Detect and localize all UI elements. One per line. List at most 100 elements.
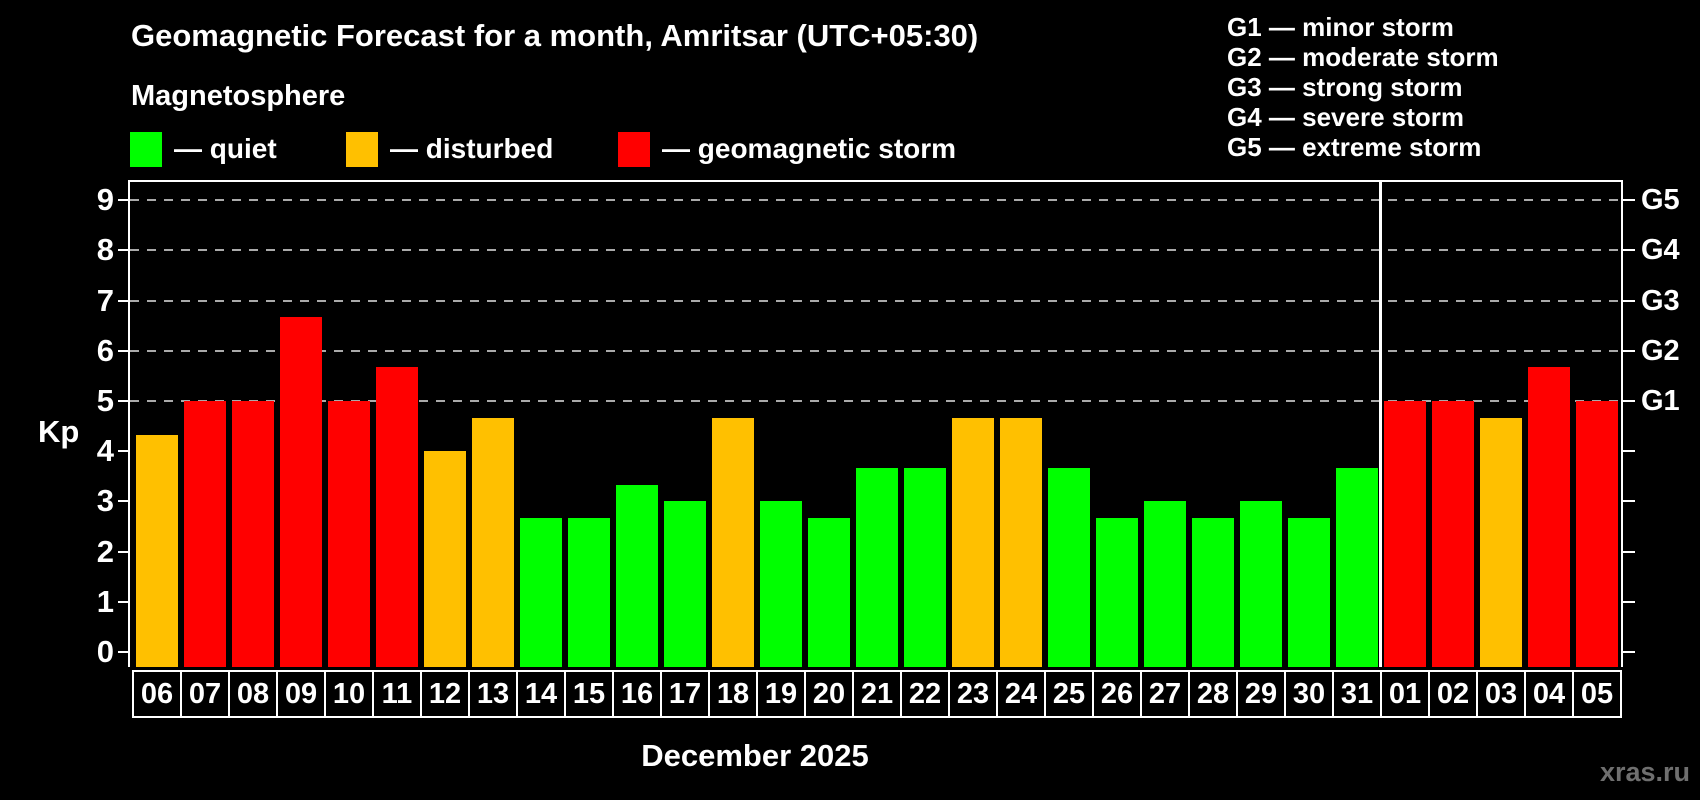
g-legend-line-4: G4 — severe storm	[1227, 102, 1465, 132]
g-legend-line-1: G1 — minor storm	[1227, 12, 1454, 42]
y-tick-label-1: 1	[96, 583, 114, 619]
legend-label-disturbed: — disturbed	[390, 133, 554, 164]
y-tick-label-9: 9	[96, 182, 114, 218]
day-label-20: 20	[804, 670, 854, 718]
disturbed-color-swatch	[346, 131, 378, 167]
g-legend-line-5: G5 — extreme storm	[1227, 132, 1482, 162]
right-axis-label-G2: G2	[1641, 334, 1680, 367]
day-label-23: 23	[948, 670, 998, 718]
bar-day-12	[424, 451, 466, 667]
bar-day-16	[616, 484, 658, 667]
day-label-27: 27	[1140, 670, 1190, 718]
bar-day-15	[568, 517, 610, 667]
chart-subtitle: Magnetosphere	[131, 80, 346, 112]
bar-day-09	[280, 317, 322, 667]
bar-day-21	[856, 467, 898, 667]
bar-day-07	[184, 401, 226, 667]
day-label-13: 13	[468, 670, 518, 718]
day-label-15: 15	[564, 670, 614, 718]
day-label-05: 05	[1572, 670, 1622, 718]
day-label-12: 12	[420, 670, 470, 718]
gridline-kp-8	[130, 249, 1621, 252]
day-label-02: 02	[1428, 670, 1478, 718]
y-tick-label-4: 4	[96, 433, 114, 469]
bar-day-10	[328, 401, 370, 667]
bar-day-24	[1000, 417, 1042, 667]
bar-day-30	[1288, 517, 1330, 667]
day-label-14: 14	[516, 670, 566, 718]
g-scale-legend: G1 — minor storm G2 — moderate storm G3 — …	[1227, 12, 1499, 162]
legend-item-quiet: — quiet	[130, 131, 277, 167]
bar-day-02	[1432, 401, 1474, 667]
g-legend-line-2: G2 — moderate storm	[1227, 42, 1499, 72]
bar-day-17	[664, 501, 706, 667]
month-separator-line	[1379, 182, 1382, 667]
bar-day-08	[232, 401, 274, 667]
day-label-07: 07	[180, 670, 230, 718]
y-tick-label-8: 8	[96, 232, 114, 268]
right-axis-label-G4: G4	[1641, 234, 1680, 267]
bar-day-23	[952, 417, 994, 667]
day-label-21: 21	[852, 670, 902, 718]
y-axis-label: Kp	[38, 414, 80, 449]
day-label-31: 31	[1332, 670, 1382, 718]
bar-day-04	[1528, 367, 1570, 667]
day-label-16: 16	[612, 670, 662, 718]
watermark: xras.ru	[1599, 757, 1690, 787]
y-tick-label-0: 0	[96, 634, 114, 669]
day-label-25: 25	[1044, 670, 1094, 718]
day-label-09: 09	[276, 670, 326, 718]
day-label-18: 18	[708, 670, 758, 718]
day-label-22: 22	[900, 670, 950, 718]
y-tick-label-7: 7	[96, 282, 114, 318]
bar-day-29	[1240, 501, 1282, 667]
day-label-01: 01	[1380, 670, 1430, 718]
day-label-29: 29	[1236, 670, 1286, 718]
right-axis-tick-1	[1623, 600, 1635, 603]
day-label-10: 10	[324, 670, 374, 718]
y-tick-label-3: 3	[96, 483, 114, 519]
right-axis-label-G5: G5	[1641, 184, 1680, 217]
day-label-04: 04	[1524, 670, 1574, 718]
right-axis-tick-5	[1623, 400, 1635, 402]
right-axis-label-G3: G3	[1641, 284, 1680, 317]
y-tick-label-5: 5	[96, 383, 114, 418]
y-axis-tick-9	[118, 199, 130, 202]
bar-day-06	[136, 434, 178, 667]
right-axis-tick-8	[1623, 249, 1635, 252]
plot-area	[128, 180, 1623, 667]
bar-day-31	[1336, 467, 1378, 667]
y-axis-tick-3	[118, 500, 130, 503]
day-label-06: 06	[132, 670, 182, 718]
bar-day-19	[760, 501, 802, 667]
gridline-kp-6	[130, 349, 1621, 352]
right-axis-tick-9	[1623, 199, 1635, 202]
right-axis-tick-3	[1623, 500, 1635, 503]
right-axis-tick-2	[1623, 550, 1635, 553]
bar-day-25	[1048, 467, 1090, 667]
bar-day-27	[1144, 501, 1186, 667]
legend-item-storm: — geomagnetic storm	[618, 131, 956, 167]
y-axis-tick-8	[118, 249, 130, 252]
bar-day-01	[1384, 401, 1426, 667]
bar-day-20	[808, 517, 850, 667]
y-axis-tick-0	[118, 651, 130, 653]
page-title: Geomagnetic Forecast for a month, Amrits…	[131, 18, 979, 53]
day-label-26: 26	[1092, 670, 1142, 718]
right-axis-tick-4	[1623, 450, 1635, 453]
day-label-19: 19	[756, 670, 806, 718]
day-label-30: 30	[1284, 670, 1334, 718]
bar-day-05	[1576, 401, 1618, 667]
day-label-28: 28	[1188, 670, 1238, 718]
right-axis-tick-7	[1623, 299, 1635, 302]
day-label-08: 08	[228, 670, 278, 718]
g-legend-line-3: G3 — strong storm	[1227, 72, 1463, 102]
bar-day-28	[1192, 517, 1234, 667]
y-axis-tick-5	[118, 400, 130, 402]
right-axis-tick-0	[1623, 651, 1635, 653]
y-tick-label-2: 2	[96, 533, 114, 569]
bar-day-26	[1096, 517, 1138, 667]
right-axis-tick-6	[1623, 349, 1635, 352]
day-label-17: 17	[660, 670, 710, 718]
